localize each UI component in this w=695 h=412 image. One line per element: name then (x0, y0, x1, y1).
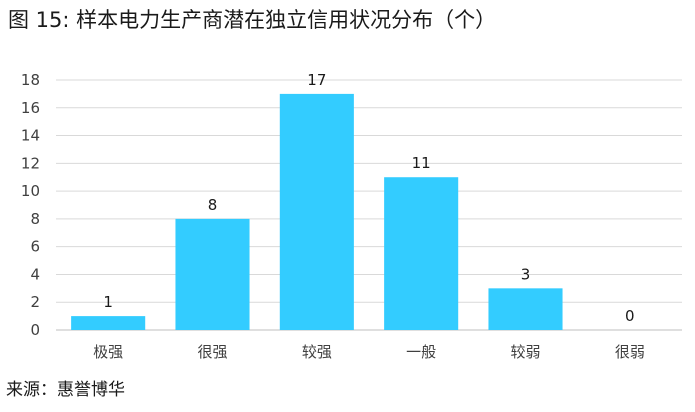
source-note: 来源：惠誉博华 (6, 380, 125, 400)
y-tick-label: 14 (21, 127, 40, 145)
bar (488, 288, 563, 330)
x-axis-ticks: 极强 很强 较强 一般 较弱 很弱 (93, 343, 645, 361)
bar (71, 316, 146, 330)
bar (384, 177, 459, 330)
data-labels: 1 8 17 11 3 0 (103, 71, 634, 325)
y-tick-label: 6 (30, 238, 40, 256)
x-tick-label: 很强 (197, 343, 227, 361)
data-label: 11 (412, 154, 431, 172)
data-label: 17 (307, 71, 326, 89)
x-tick-label: 较弱 (510, 343, 540, 361)
bar (279, 93, 354, 330)
y-tick-label: 8 (30, 210, 40, 228)
bars (71, 93, 563, 330)
y-axis-ticks: 0 2 4 6 8 10 12 14 16 18 (21, 71, 40, 339)
y-tick-label: 4 (30, 265, 40, 283)
gridlines (56, 79, 682, 331)
y-tick-label: 18 (21, 71, 40, 89)
x-tick-label: 一般 (406, 343, 436, 361)
x-tick-label: 很弱 (615, 343, 645, 361)
bar (175, 218, 250, 330)
data-label: 3 (521, 265, 531, 283)
y-tick-label: 0 (30, 321, 40, 339)
x-tick-label: 极强 (93, 343, 123, 361)
data-label: 8 (208, 196, 218, 214)
data-label: 0 (625, 307, 635, 325)
y-tick-label: 10 (21, 182, 40, 200)
y-tick-label: 2 (30, 293, 40, 311)
data-label: 1 (103, 293, 113, 311)
x-tick-label: 较强 (302, 343, 332, 361)
y-tick-label: 16 (21, 99, 40, 117)
chart-title: 图 15: 样本电力生产商潜在独立信用状况分布（个） (8, 8, 497, 32)
y-tick-label: 12 (21, 154, 40, 172)
